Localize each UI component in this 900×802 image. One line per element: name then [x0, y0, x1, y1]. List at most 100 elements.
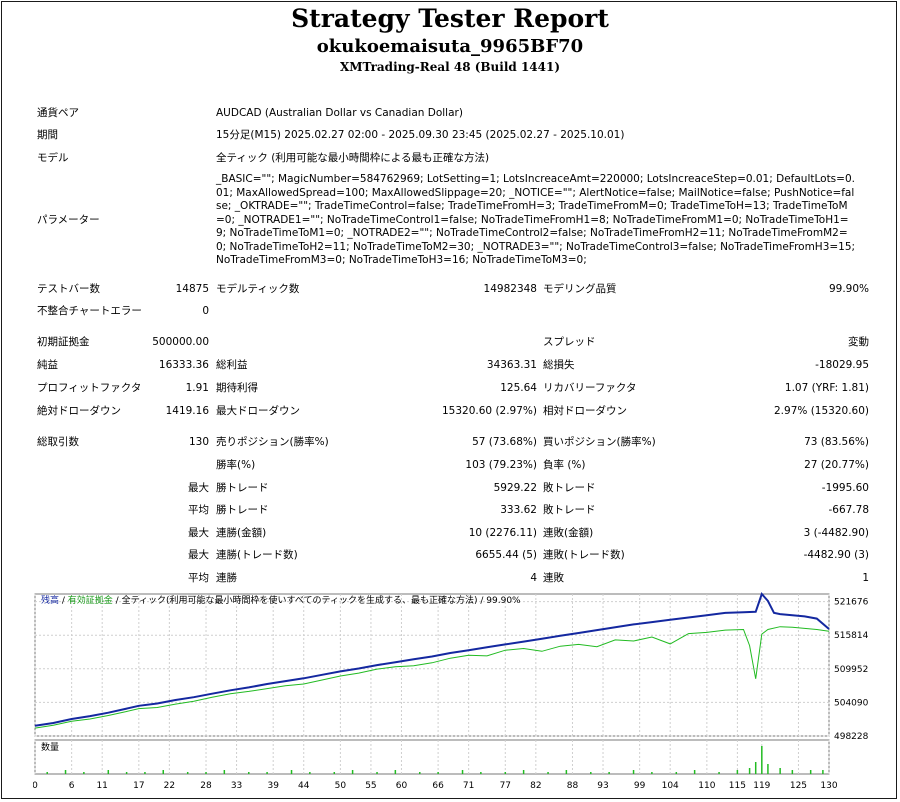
legend-sep-1: / [59, 596, 68, 606]
ticks-value: 14982348 [483, 283, 537, 295]
mismatch-value: 0 [202, 305, 209, 317]
largest-loss-value: -1995.60 [821, 482, 869, 494]
max-cons-loss-count-value: -4482.90 (3) [803, 549, 869, 561]
balance-chart: 521676 515814 509952 504090 498228 0 6 11 17 22 28… [33, 592, 869, 792]
server-build: XMTrading-Real 48 (Build 1441) [339, 60, 561, 74]
max-cons-win-amount-label: 連勝(金額) [216, 527, 267, 539]
max-label-3: 最大 [188, 549, 209, 561]
mismatch-label: 不整合チャートエラー [37, 305, 142, 317]
x-tick-label: 55 [365, 781, 376, 791]
legend-model: 全ティック(利用可能な最小時間枠を使いすべてのティックを生成する、最も正確な方法… [121, 596, 478, 606]
equity-line [34, 626, 830, 729]
x-tick-label: 33 [231, 781, 242, 791]
max-label: 最大 [188, 482, 209, 494]
avg-cons-win-label: 連勝 [216, 572, 237, 584]
x-tick-label: 82 [530, 781, 541, 791]
x-tick-label: 104 [662, 781, 679, 791]
y-tick-label: 515814 [834, 631, 869, 641]
avg-win-label: 勝トレード [216, 504, 269, 516]
max-cons-loss-count-label: 連敗(トレード数) [543, 549, 625, 561]
x-tick-label: 39 [267, 781, 279, 791]
model-value: 全ティック (利用可能な最小時間枠による最も正確な方法) [216, 152, 490, 164]
y-tick-label: 521676 [834, 598, 869, 608]
x-tick-label: 6 [69, 781, 75, 791]
x-tick-label: 28 [200, 781, 212, 791]
x-tick-label: 125 [790, 781, 807, 791]
avg-win-value: 333.62 [500, 504, 537, 516]
ticks-label: モデルティック数 [216, 283, 300, 295]
x-tick-label: 115 [729, 781, 746, 791]
x-tick-label: 93 [597, 781, 608, 791]
x-tick-label: 17 [133, 781, 144, 791]
x-tick-label: 0 [33, 781, 38, 791]
win-rate-label: 勝率(%) [216, 459, 256, 471]
expected-payoff-label: 期待利得 [216, 382, 258, 394]
bars-label: テストバー数 [37, 283, 100, 295]
loss-rate-value: 27 (20.77%) [804, 459, 869, 471]
symbol-label: 通貨ペア [37, 107, 79, 119]
gross-profit-value: 34363.31 [486, 359, 537, 371]
win-rate-value: 103 (79.23%) [465, 459, 537, 471]
short-positions-value: 57 (73.68%) [472, 436, 537, 448]
short-positions-label: 売りポジション(勝率%) [216, 436, 329, 448]
net-profit-value: 16333.36 [158, 359, 209, 371]
main-plot-area [34, 593, 830, 737]
avg-label: 平均 [188, 504, 209, 516]
max-cons-win-count-value: 6655.44 (5) [475, 549, 537, 561]
recovery-factor-value: 1.07 (YRF: 1.81) [784, 382, 869, 394]
ea-name: okukoemaisuta_9965BF70 [316, 36, 584, 57]
avg-cons-loss-value: 1 [862, 572, 869, 584]
spread-label: スプレッド [543, 336, 596, 348]
x-tick-label: 71 [463, 781, 474, 791]
modeling-value: 99.90% [828, 283, 869, 295]
volume-plot-area [34, 739, 830, 775]
total-trades-label: 総取引数 [37, 436, 79, 448]
profit-factor-label: プロフィットファクタ [37, 382, 142, 394]
net-profit-label: 純益 [37, 359, 58, 371]
modeling-label: モデリング品質 [543, 283, 617, 295]
params-label: パラメーター [37, 214, 100, 226]
x-tick-label: 66 [432, 781, 444, 791]
x-tick-label: 60 [396, 781, 408, 791]
largest-win-label: 勝トレード [216, 482, 269, 494]
avg-cons-loss-label: 連敗 [543, 572, 564, 584]
report-title: Strategy Tester Report [291, 4, 609, 33]
bars-value: 14875 [175, 283, 209, 295]
maximal-drawdown-label: 最大ドローダウン [216, 405, 300, 417]
absolute-drawdown-value: 1419.16 [165, 405, 209, 417]
legend-sep-3: / [477, 596, 487, 606]
chart-legend: 残高 / 有効証拠金 / 全ティック(利用可能な最小時間枠を使いすべてのティック… [41, 595, 521, 607]
max-label-2: 最大 [188, 527, 209, 539]
x-tick-label: 130 [820, 781, 837, 791]
x-tick-label: 11 [96, 781, 107, 791]
x-tick-label: 77 [500, 781, 511, 791]
model-label: モデル [37, 152, 69, 164]
legend-quality: 99.90% [486, 596, 521, 606]
x-tick-label: 88 [567, 781, 579, 791]
max-cons-win-amount-value: 10 (2276.11) [468, 527, 537, 539]
x-tick-label: 22 [164, 781, 175, 791]
balance-line [34, 592, 830, 727]
balance-chart-svg: 521676 515814 509952 504090 498228 0 6 11 17 22 28… [33, 592, 869, 791]
gross-loss-value: -18029.95 [815, 359, 869, 371]
x-tick-label: 50 [335, 781, 347, 791]
gross-loss-label: 総損失 [543, 359, 575, 371]
loss-rate-label: 負率 (%) [543, 459, 586, 471]
avg-loss-value: -667.78 [828, 504, 869, 516]
symbol-value: AUDCAD (Australian Dollar vs Canadian Do… [216, 107, 463, 119]
y-tick-label: 504090 [834, 698, 869, 708]
params-value: _BASIC=""; MagicNumber=584762969; LotSet… [216, 173, 856, 266]
legend-balance: 残高 [41, 596, 60, 606]
expected-payoff-value: 125.64 [500, 382, 537, 394]
gross-profit-label: 総利益 [216, 359, 248, 371]
relative-drawdown-label: 相対ドローダウン [543, 405, 627, 417]
largest-win-value: 5929.22 [493, 482, 537, 494]
period-label: 期間 [37, 129, 58, 141]
max-cons-loss-amount-value: 3 (-4482.90) [803, 527, 869, 539]
avg-cons-win-value: 4 [530, 572, 537, 584]
y-tick-label: 498228 [834, 732, 869, 742]
volume-label: 数量 [41, 741, 59, 753]
legend-equity: 有効証拠金 [67, 596, 113, 606]
x-tick-label: 119 [753, 781, 770, 791]
spread-value: 変動 [848, 336, 869, 348]
